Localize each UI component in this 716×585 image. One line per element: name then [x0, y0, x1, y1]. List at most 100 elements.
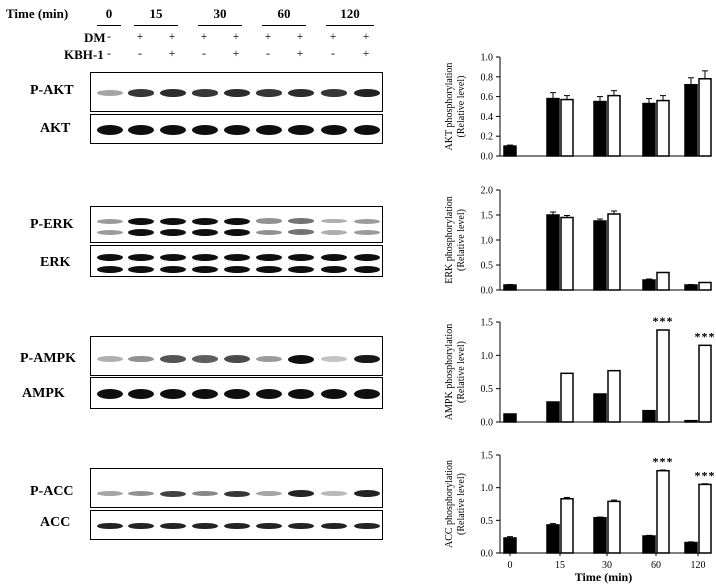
x-tick-label: 30	[602, 560, 612, 571]
blot-band	[354, 265, 380, 273]
blot-band	[321, 218, 347, 224]
y-axis-label: AKT phosphorylation(Relative level)	[444, 63, 467, 151]
y-tick-label: 0.0	[481, 418, 494, 429]
y-axis-label: AMPK phosphorylation(Relative level)	[444, 324, 467, 420]
blot-band	[97, 522, 123, 530]
bar	[607, 369, 621, 423]
x-tick-label: 0	[508, 560, 513, 571]
bar	[593, 393, 607, 423]
y-tick-label: 1.5	[481, 451, 494, 462]
blot-band	[256, 522, 282, 530]
blot-band	[160, 490, 186, 497]
bar	[503, 284, 517, 291]
kbh-sign: -	[331, 46, 335, 60]
bar	[607, 500, 621, 554]
blot-band	[256, 89, 282, 97]
time-point-underline	[97, 25, 121, 26]
bar	[560, 372, 574, 423]
blot-band	[224, 522, 250, 530]
blot-band	[354, 253, 380, 261]
dm-sign: +	[362, 29, 370, 43]
dm-sign: +	[296, 29, 304, 43]
blot-band	[288, 253, 314, 261]
y-axis-label: ERK phosphorylation(Relative level)	[444, 196, 467, 284]
time-point-label: 120	[340, 6, 360, 21]
time-point-label: 15	[149, 6, 163, 21]
blot-band	[192, 228, 218, 236]
blot-band	[97, 90, 123, 96]
blot-band	[321, 522, 347, 530]
blot-band	[160, 265, 186, 273]
bar	[546, 214, 560, 291]
blot-band	[192, 522, 218, 530]
blot-band	[224, 89, 250, 97]
y-tick-label: 0.0	[481, 152, 494, 163]
bar	[593, 100, 607, 157]
dm-sign: +	[264, 29, 272, 43]
blot-band	[224, 253, 250, 261]
bar	[698, 281, 712, 291]
blot-band	[160, 217, 186, 225]
kbh-sign: -	[202, 46, 206, 60]
bar	[607, 94, 621, 157]
y-tick-label: 1.0	[481, 53, 494, 64]
blot-band	[128, 491, 154, 497]
kbh-sign: +	[168, 46, 176, 60]
blot-band	[288, 229, 314, 235]
blot-band	[256, 218, 282, 224]
blot-panel-p-erk	[90, 206, 383, 243]
blot-band	[128, 265, 154, 273]
bar	[698, 483, 712, 554]
blot-band	[160, 228, 186, 236]
y-tick-label: 0.6	[481, 92, 494, 103]
blot-band	[97, 229, 123, 235]
blot-label-p-erk: P-ERK	[30, 217, 74, 232]
blot-band	[128, 522, 154, 530]
bar	[560, 216, 574, 291]
y-tick-label: 0.5	[481, 261, 494, 272]
blot-label-akt: AKT	[40, 121, 71, 136]
blot-label-erk: ERK	[40, 255, 71, 270]
x-axis-label: Time (min)	[575, 570, 632, 584]
bar	[684, 83, 698, 157]
bar	[684, 541, 698, 554]
blot-band	[321, 229, 347, 235]
blot-band	[256, 491, 282, 497]
blot-band	[256, 389, 282, 399]
blot-band	[354, 389, 380, 399]
blot-band	[288, 490, 314, 498]
dm-sign: +	[200, 29, 208, 43]
y-tick-label: 0.0	[481, 549, 494, 560]
blot-band	[288, 522, 314, 530]
blot-band	[160, 355, 186, 363]
time-point-underline	[134, 25, 178, 26]
blot-band	[192, 389, 218, 399]
blot-band	[354, 490, 380, 498]
dm-sign: +	[136, 29, 144, 43]
blot-band	[128, 228, 154, 236]
kbh-sign: +	[296, 46, 304, 60]
y-tick-label: 1.5	[481, 211, 494, 222]
blot-band	[256, 253, 282, 261]
bar	[546, 524, 560, 554]
blot-band	[288, 389, 314, 399]
blot-band	[128, 253, 154, 261]
y-tick-label: 0.0	[481, 286, 494, 297]
blot-band	[354, 89, 380, 97]
significance-stars: ***	[695, 329, 716, 343]
significance-stars: ***	[653, 455, 674, 469]
blot-panel-akt	[90, 114, 383, 144]
bar	[656, 329, 670, 423]
blot-band	[128, 89, 154, 97]
blot-band	[192, 125, 218, 135]
bar	[593, 220, 607, 291]
bar	[698, 344, 712, 423]
dm-sign: +	[329, 29, 337, 43]
blot-band	[256, 265, 282, 273]
blot-band	[224, 389, 250, 399]
blot-band	[192, 265, 218, 273]
bar	[503, 413, 517, 423]
blot-band	[321, 356, 347, 362]
blot-band	[128, 355, 154, 363]
